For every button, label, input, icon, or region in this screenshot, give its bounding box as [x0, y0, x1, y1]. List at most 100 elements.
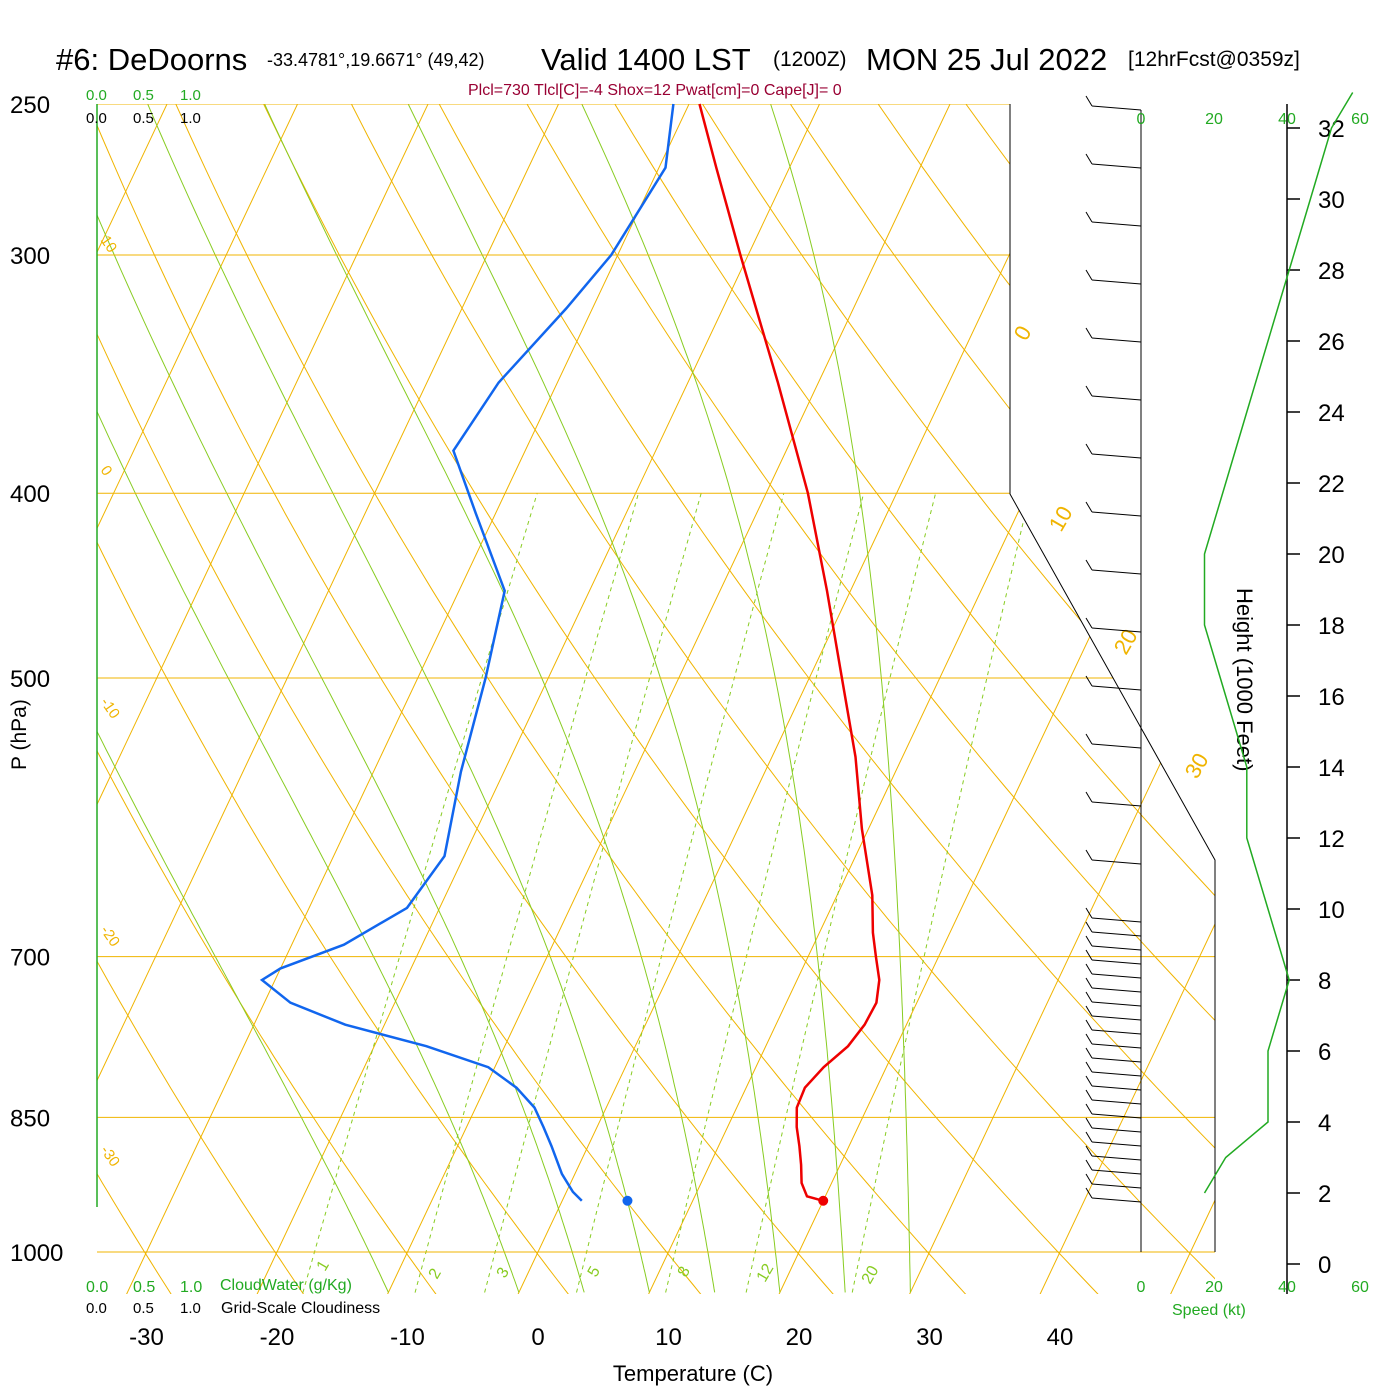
wind-barb	[1091, 685, 1142, 691]
mixing-ratio-line	[745, 493, 937, 1294]
wind-barb	[1091, 987, 1142, 993]
forecast-label: [12hrFcst@0359z]	[1128, 48, 1300, 71]
height-tick-label: 10	[1318, 897, 1345, 924]
wind-barb-feather	[1085, 1131, 1093, 1143]
wind-barb-feather	[1085, 617, 1093, 629]
wind-barb	[1091, 917, 1142, 923]
height-tick-label: 0	[1318, 1252, 1331, 1279]
station-coordinates: -33.4781°,19.6671° (49,42)	[267, 50, 485, 70]
wind-barb	[1091, 1001, 1142, 1007]
dry-adiabat-line	[263, 104, 1099, 1294]
wind-barb-feather	[1085, 1075, 1093, 1087]
wind-barb-feather	[1085, 211, 1093, 223]
wind-speed-bottom-tick: 40	[1278, 1279, 1296, 1296]
wind-speed-bottom-tick: 60	[1351, 1279, 1369, 1296]
background-lines	[97, 0, 1400, 1316]
height-tick-label: 30	[1318, 187, 1345, 214]
isotherm-line	[97, 104, 429, 806]
wind-barb	[1091, 1099, 1142, 1105]
pressure-tick-label: 250	[10, 92, 50, 119]
wind-barb	[1091, 511, 1142, 517]
mixing-ratio-label: 20	[859, 1263, 883, 1287]
wind-speed-label: Speed (kt)	[1172, 1302, 1246, 1319]
wind-barb-feather	[1085, 1089, 1093, 1101]
moist-adiabat-line	[264, 104, 716, 1293]
wind-barb-feather	[1085, 1173, 1093, 1185]
isotherm-line	[1291, 0, 1400, 1316]
cloudwater-bottom-tick: 1.0	[180, 1279, 202, 1296]
wind-barb-feather	[1085, 1103, 1093, 1115]
wind-barb	[1091, 1183, 1142, 1189]
wind-barb-feather	[1085, 1145, 1093, 1157]
wind-barb	[1091, 337, 1142, 343]
wind-barb	[1091, 1113, 1142, 1119]
height-tick-label: 28	[1318, 258, 1345, 285]
dry-adiabat-line	[97, 749, 437, 1294]
dry-adiabat-line	[1202, 70, 1400, 1300]
wind-speed-top-tick: 0	[1137, 111, 1146, 128]
wind-barb-feather	[1085, 921, 1093, 933]
dry-adiabat-line	[97, 960, 304, 1294]
cloudwater-bottom-tick: 0.0	[86, 1279, 108, 1296]
wind-barb	[1091, 931, 1142, 937]
moist-adiabat-line	[581, 104, 846, 1293]
wind-barb-feather	[1085, 791, 1093, 803]
mixing-ratio-label: 2	[426, 1266, 445, 1282]
temperature-tick-label: 30	[916, 1324, 943, 1351]
height-axis-label: Height (1000 Feet)	[1232, 588, 1257, 771]
wind-barb-feather	[1085, 977, 1093, 989]
wind-speed-top-tick: 40	[1278, 111, 1296, 128]
temperature-tick-label: -20	[260, 1324, 295, 1351]
height-tick-label: 24	[1318, 400, 1345, 427]
mixing-ratio-line	[483, 493, 702, 1294]
surface-dewpoint-point	[622, 1195, 633, 1206]
moist-adiabat-line	[407, 104, 781, 1293]
wind-barb-feather	[1085, 1005, 1093, 1017]
wind-speed-curve	[1203, 92, 1354, 1194]
wind-barb	[1091, 163, 1142, 169]
wind-barb-feather	[1085, 327, 1093, 339]
wind-barb	[1091, 395, 1142, 401]
temperature-profile-line	[698, 103, 881, 1203]
wind-barb-feather	[1085, 949, 1093, 961]
isotherm-line	[97, 104, 168, 254]
height-tick-label: 16	[1318, 684, 1345, 711]
cloudiness-top-tick: 1.0	[180, 110, 201, 127]
height-tick-label: 2	[1318, 1181, 1331, 1208]
wind-barb-feather	[1085, 95, 1093, 107]
height-tick-label: 22	[1318, 471, 1345, 498]
isotherm-line	[909, 646, 1215, 1294]
wind-barb	[1091, 743, 1142, 749]
cloudiness-label: Grid-Scale Cloudiness	[221, 1300, 380, 1317]
pressure-tick-label: 300	[10, 243, 50, 270]
wind-barb-feather	[1085, 1033, 1093, 1045]
wind-barb-feather	[1085, 1159, 1093, 1171]
mixing-ratio-label: 5	[585, 1264, 604, 1280]
valid-time: Valid 1400 LST	[541, 42, 751, 77]
wind-barb	[1091, 1197, 1142, 1203]
pressure-tick-label: 1000	[10, 1240, 63, 1267]
temperature-tick-label: 10	[655, 1324, 682, 1351]
y-axis-label: P (hPa)	[8, 699, 31, 770]
temperature-tick-label: 20	[786, 1324, 813, 1351]
wind-barb-feather	[1085, 1117, 1093, 1129]
cloudwater-label: CloudWater (g/Kg)	[220, 1277, 352, 1294]
wind-barb	[1091, 1043, 1142, 1049]
wind-speed-top-tick: 60	[1351, 111, 1369, 128]
wind-barb-feather	[1085, 559, 1093, 571]
wind-barb	[1091, 221, 1142, 227]
wind-barb-feather	[1085, 963, 1093, 975]
temperature-tick-label: -30	[129, 1324, 164, 1351]
dewpoint-profile-line	[259, 103, 675, 1202]
wind-barb	[1091, 1085, 1142, 1091]
height-tick-label: 8	[1318, 968, 1331, 995]
wind-panel-mask	[1010, 104, 1215, 860]
wind-barb-feather	[1085, 269, 1093, 281]
cloudiness-top-tick: 0.0	[86, 110, 107, 127]
dry-adiabat-line	[701, 104, 1215, 775]
dry-adiabat-label: -30	[97, 1143, 123, 1171]
dry-adiabat-line	[175, 104, 967, 1294]
wind-speed-top-tick: 20	[1205, 111, 1223, 128]
